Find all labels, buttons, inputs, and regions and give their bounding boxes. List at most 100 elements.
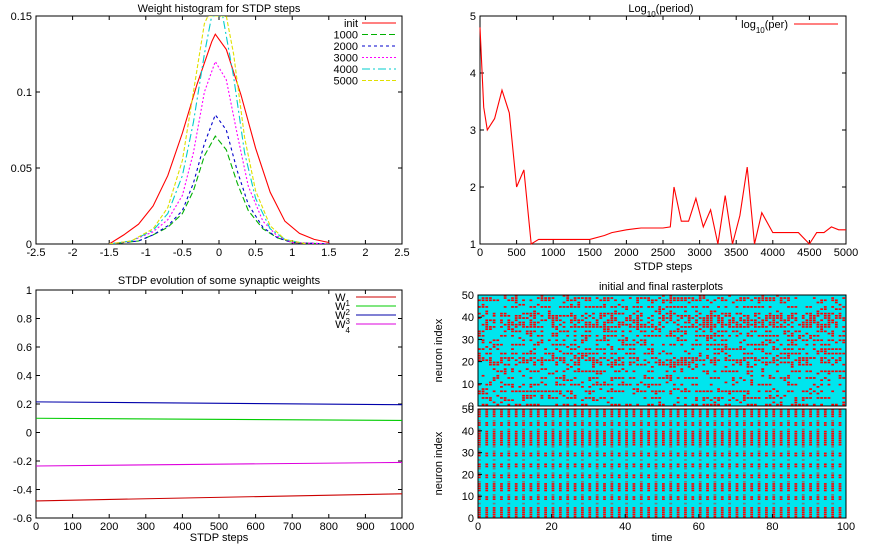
spike xyxy=(529,476,533,479)
spike xyxy=(772,511,776,514)
spike xyxy=(838,487,842,490)
spike xyxy=(566,443,570,446)
x-tick-label: 300 xyxy=(137,521,155,533)
spike xyxy=(816,489,820,492)
spike xyxy=(500,415,503,418)
spike xyxy=(654,397,658,399)
spike xyxy=(595,297,599,299)
spike xyxy=(783,332,787,335)
spike xyxy=(529,312,533,315)
spike xyxy=(617,452,621,455)
spike xyxy=(698,498,702,501)
spike xyxy=(533,390,536,393)
series-line-init xyxy=(108,33,329,244)
spike xyxy=(547,312,551,315)
spike xyxy=(691,361,695,364)
spike xyxy=(713,370,717,373)
series-line-w3 xyxy=(35,401,403,406)
spike xyxy=(698,295,702,297)
spike xyxy=(787,424,790,426)
spike xyxy=(809,357,812,359)
spike xyxy=(790,312,794,315)
spike xyxy=(584,306,588,308)
spike xyxy=(831,511,835,514)
spike xyxy=(558,314,562,317)
spike xyxy=(757,467,761,470)
spike xyxy=(570,348,573,350)
spike xyxy=(746,334,750,337)
spike xyxy=(695,343,698,346)
spike xyxy=(684,430,687,433)
spike xyxy=(492,502,496,505)
spike xyxy=(625,430,628,433)
spike xyxy=(536,509,540,511)
spike xyxy=(669,511,673,514)
spike xyxy=(654,463,658,466)
spike xyxy=(500,312,503,315)
spike xyxy=(581,422,584,424)
spike xyxy=(820,379,823,382)
spike xyxy=(573,383,577,386)
spike xyxy=(628,383,632,386)
spike xyxy=(728,441,731,444)
spike xyxy=(772,348,776,350)
spike xyxy=(544,348,547,350)
spike xyxy=(625,339,628,342)
spike xyxy=(669,377,673,379)
spike xyxy=(691,415,695,418)
spike xyxy=(662,343,665,346)
spike xyxy=(581,339,584,342)
spike xyxy=(728,392,731,395)
spike xyxy=(684,361,687,364)
spike xyxy=(831,507,835,509)
legend-label: 3000 xyxy=(334,53,358,65)
spike xyxy=(581,403,584,406)
spike xyxy=(713,502,717,505)
spike xyxy=(691,317,695,319)
spike xyxy=(496,374,500,377)
spike xyxy=(610,435,614,437)
spike xyxy=(750,511,754,514)
spike xyxy=(820,350,823,353)
spike xyxy=(662,361,665,364)
spike xyxy=(514,352,518,355)
spike xyxy=(720,330,724,333)
spike xyxy=(787,507,790,509)
spike xyxy=(772,437,776,439)
spike xyxy=(485,485,489,487)
spike xyxy=(654,515,658,518)
spike xyxy=(650,330,654,333)
spike xyxy=(746,321,750,324)
spike xyxy=(647,432,651,435)
spike xyxy=(485,476,489,479)
spike xyxy=(823,496,827,498)
spike xyxy=(610,467,614,470)
spike xyxy=(547,299,551,302)
spike xyxy=(801,496,805,498)
spike xyxy=(787,323,790,326)
spike xyxy=(801,511,805,514)
spike xyxy=(540,297,544,299)
spike xyxy=(603,483,606,485)
spike xyxy=(831,403,835,406)
spike xyxy=(525,312,529,315)
spike xyxy=(610,334,614,337)
spike xyxy=(757,413,761,415)
x-tick-label: 2500 xyxy=(651,247,675,259)
spike xyxy=(713,509,717,511)
spike xyxy=(643,323,647,326)
spike xyxy=(728,437,731,439)
spike xyxy=(544,509,547,511)
spike xyxy=(728,422,731,424)
spike xyxy=(768,383,772,386)
spike xyxy=(765,330,768,333)
spike xyxy=(823,370,827,373)
spike xyxy=(551,332,555,335)
spike xyxy=(570,299,573,302)
spike xyxy=(650,334,654,337)
spike xyxy=(801,467,805,470)
spike xyxy=(544,409,547,411)
spike xyxy=(757,496,761,498)
spike xyxy=(787,494,790,496)
spike xyxy=(827,397,831,399)
